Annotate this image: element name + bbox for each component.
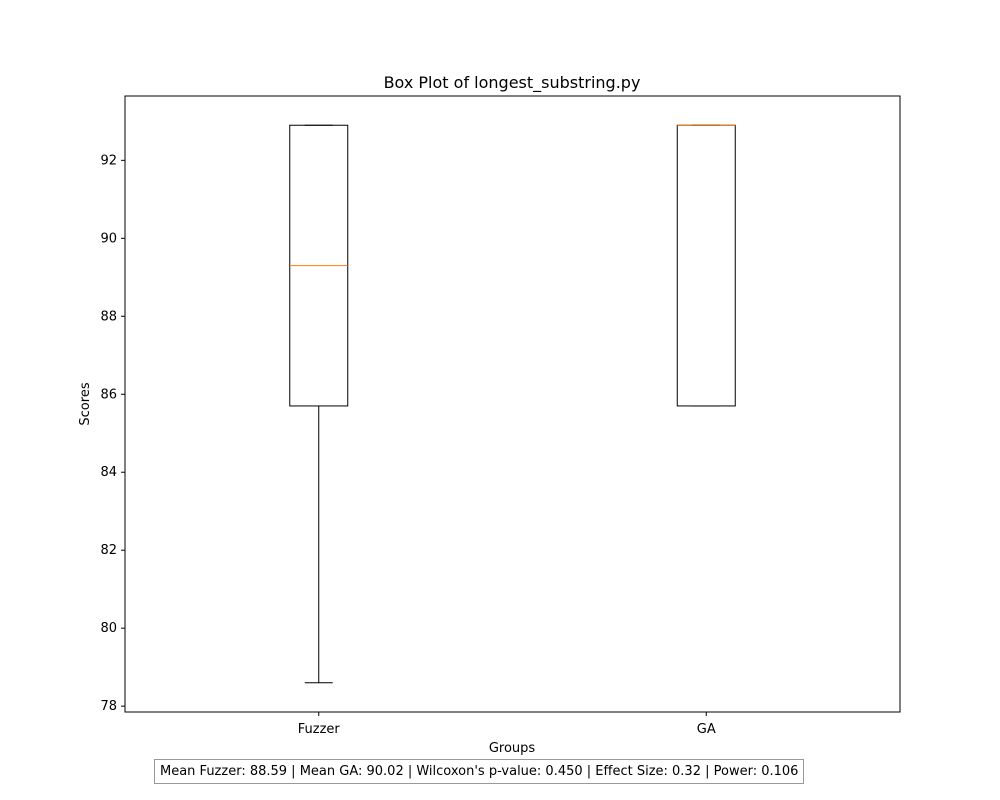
x-tick-label: GA <box>697 722 716 737</box>
y-tick-label: 90 <box>100 231 117 246</box>
plot-area-frame <box>124 95 901 713</box>
y-tick-label: 88 <box>100 309 117 324</box>
box-ga <box>676 124 736 407</box>
stats-summary-text: Mean Fuzzer: 88.59 | Mean GA: 90.02 | Wi… <box>160 764 799 779</box>
y-axis-label: Scores <box>78 382 93 425</box>
stats-summary-box: Mean Fuzzer: 88.59 | Mean GA: 90.02 | Wi… <box>154 759 805 784</box>
chart-title: Box Plot of longest_substring.py <box>384 73 641 93</box>
y-tick-label: 92 <box>100 153 117 168</box>
y-tick-label: 80 <box>100 621 117 636</box>
x-axis-label: Groups <box>489 741 536 756</box>
iqr-box <box>676 124 736 407</box>
y-tick-label: 84 <box>100 465 117 480</box>
x-tick-label: Fuzzer <box>298 722 341 737</box>
y-tick-label: 82 <box>100 543 117 558</box>
box-fuzzer <box>289 124 349 684</box>
y-tick-label: 86 <box>100 387 117 402</box>
y-tick-label: 78 <box>100 699 117 714</box>
